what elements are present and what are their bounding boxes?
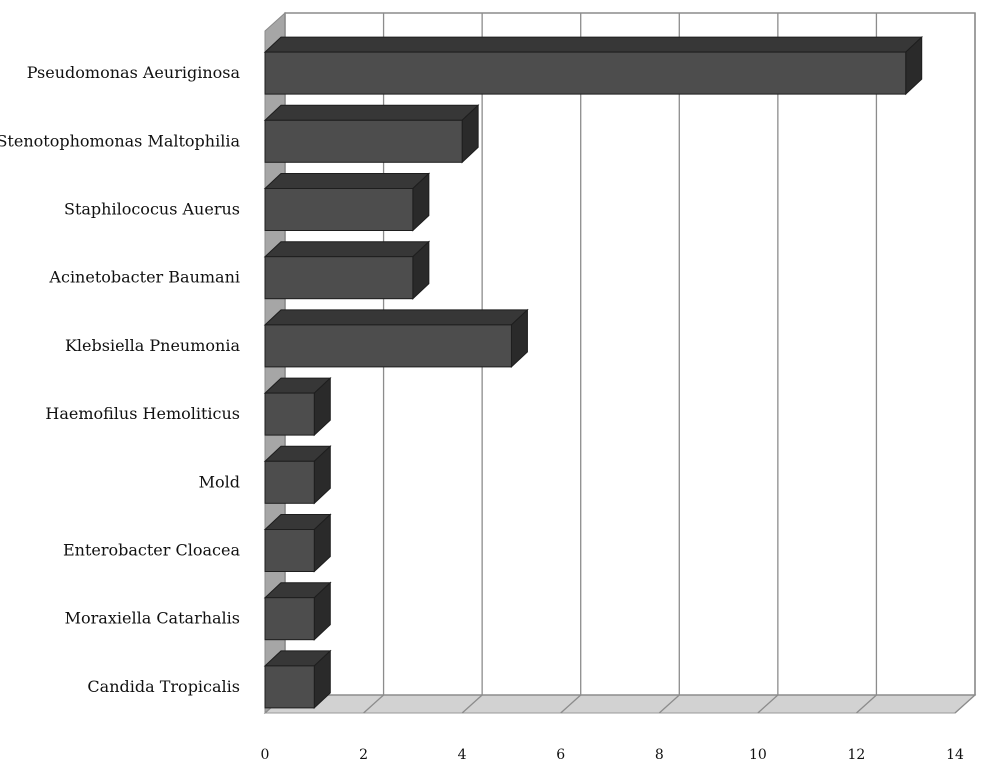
bar-top <box>263 309 529 326</box>
x-tick-label: 12 <box>848 747 866 763</box>
x-tick-label: 14 <box>946 747 964 763</box>
bar-front <box>264 256 414 300</box>
bar <box>263 172 431 232</box>
bar <box>263 240 431 300</box>
bar-top <box>263 173 431 189</box>
bar-front <box>264 119 463 163</box>
bars <box>263 35 923 710</box>
x-tick-label: 0 <box>261 747 270 763</box>
category-label: Acinetobacter Baumani <box>48 268 240 287</box>
bar <box>263 376 332 437</box>
category-label: Mold <box>199 472 240 491</box>
floor-gridline <box>658 694 680 714</box>
floor-gridline <box>757 694 779 714</box>
category-label: Haemofilus Hemoliticus <box>45 404 240 423</box>
bar-front <box>264 188 414 231</box>
bar <box>263 649 332 710</box>
bar-top <box>263 241 431 258</box>
bar-front <box>264 324 512 368</box>
bar <box>263 445 332 505</box>
x-tick-labels: 0 2 4 6 8 10 12 14 <box>261 747 964 763</box>
x-tick-label: 6 <box>556 747 565 763</box>
category-label: Moraxiella Catarhalis <box>65 609 240 628</box>
bar <box>263 35 923 96</box>
x-tick-label: 10 <box>749 747 767 763</box>
x-tick-label: 2 <box>359 747 368 763</box>
floor-gridline <box>855 694 877 714</box>
bar <box>263 104 480 164</box>
x-tick-label: 8 <box>655 747 664 763</box>
floor-gridline <box>363 694 385 714</box>
bar-front <box>264 597 315 641</box>
category-label: Stenotophomonas Maltophilia <box>0 131 240 150</box>
floor-gridline <box>954 694 976 714</box>
bar <box>263 308 529 369</box>
category-label: Enterobacter Cloacea <box>63 541 241 560</box>
x-tick-label: 4 <box>458 747 467 763</box>
category-label: Staphilococus Auerus <box>64 200 240 219</box>
category-label: Candida Tropicalis <box>87 677 240 696</box>
floor-gridline <box>461 694 483 714</box>
bar-front <box>264 460 315 504</box>
bar <box>263 513 332 573</box>
bar <box>263 581 332 641</box>
category-labels: Pseudomonas Aeuriginosa Stenotophomonas M… <box>0 63 240 696</box>
bar-front <box>264 529 315 572</box>
category-label: Klebsiella Pneumonia <box>65 336 241 355</box>
floor-gridline <box>560 694 582 714</box>
chart-floor <box>263 694 977 714</box>
category-label: Pseudomonas Aeuriginosa <box>27 63 241 82</box>
bar-top <box>263 36 923 53</box>
bar-front <box>264 665 315 709</box>
bar-top <box>263 104 480 121</box>
bar-front <box>264 392 315 436</box>
bar-front <box>264 51 907 95</box>
